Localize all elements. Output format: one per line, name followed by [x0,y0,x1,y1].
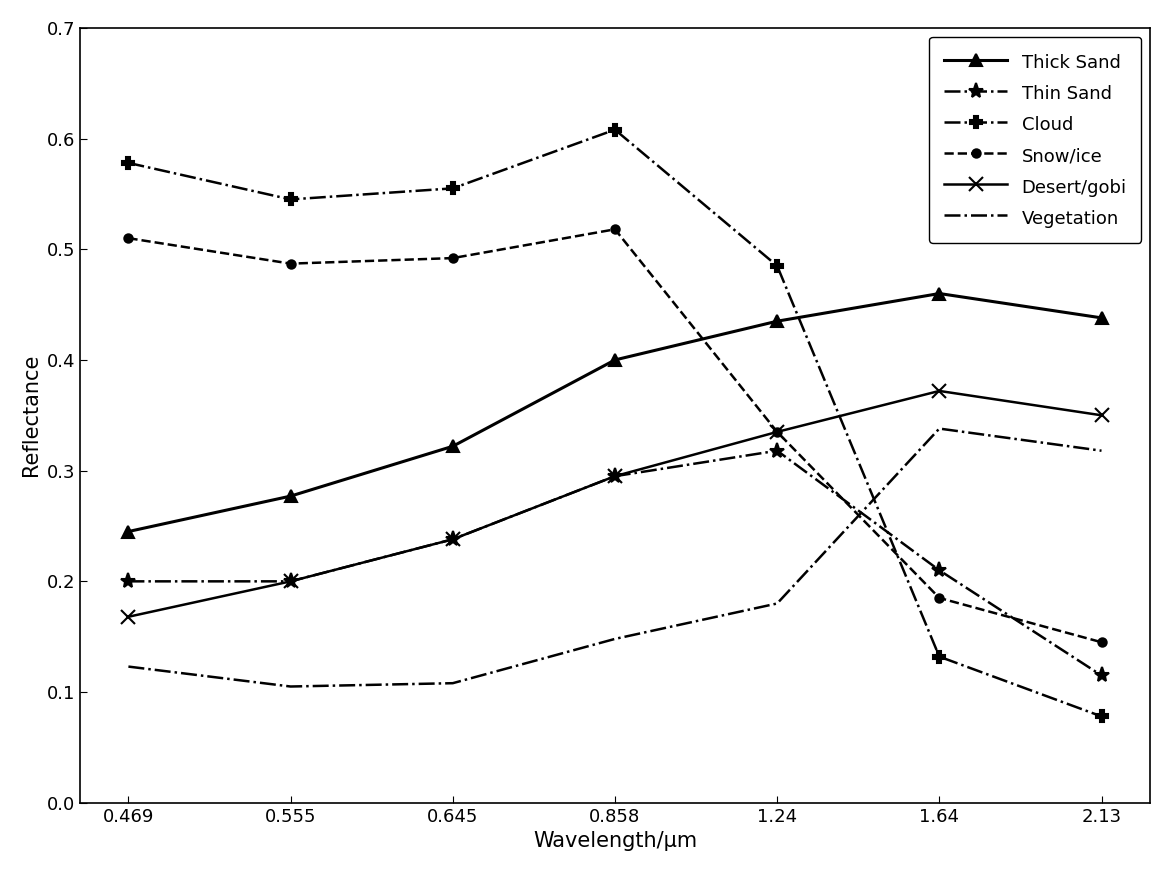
Cloud [446,183,460,194]
Legend: Thick Sand, Thin Sand, Cloud, Snow/ice, Desert/gobi, Vegetation: Thick Sand, Thin Sand, Cloud, Snow/ice, … [930,37,1141,243]
Thick Sand [608,355,622,365]
Desert/gobi [122,611,136,622]
Cloud [771,261,785,271]
Cloud [122,158,136,168]
Thin Sand [283,576,297,587]
Line: Snow/ice: Snow/ice [124,225,1105,646]
Vegetation [608,634,622,644]
Line: Cloud: Cloud [122,124,1108,723]
Snow/ice [122,233,136,243]
Snow/ice [446,253,460,263]
Line: Desert/gobi: Desert/gobi [122,384,1109,623]
Snow/ice [932,593,946,603]
Line: Vegetation: Vegetation [129,428,1102,686]
Vegetation [771,598,785,609]
Snow/ice [283,258,297,269]
Desert/gobi [608,471,622,481]
Thin Sand [771,446,785,456]
Thick Sand [932,289,946,299]
Line: Thin Sand: Thin Sand [121,443,1109,683]
Y-axis label: Reflectance: Reflectance [21,354,41,476]
Thin Sand [122,576,136,587]
Desert/gobi [1095,410,1109,420]
Thin Sand [446,534,460,544]
Desert/gobi [771,426,785,437]
Vegetation [1095,446,1109,456]
Desert/gobi [446,534,460,544]
Thick Sand [1095,313,1109,324]
Thin Sand [608,471,622,481]
Line: Thick Sand: Thick Sand [122,287,1108,538]
Vegetation [122,661,136,671]
Vegetation [932,423,946,433]
Thick Sand [446,441,460,452]
Cloud [1095,712,1109,722]
Cloud [283,194,297,205]
Desert/gobi [283,576,297,587]
Thin Sand [932,565,946,576]
Snow/ice [608,224,622,235]
Cloud [932,651,946,662]
Desert/gobi [932,385,946,396]
Thick Sand [122,527,136,537]
X-axis label: Wavelength/μm: Wavelength/μm [533,831,697,851]
Vegetation [283,681,297,691]
Snow/ice [1095,637,1109,648]
Thick Sand [283,491,297,501]
Snow/ice [771,426,785,437]
Vegetation [446,678,460,688]
Cloud [608,125,622,135]
Thin Sand [1095,671,1109,681]
Thick Sand [771,316,785,326]
